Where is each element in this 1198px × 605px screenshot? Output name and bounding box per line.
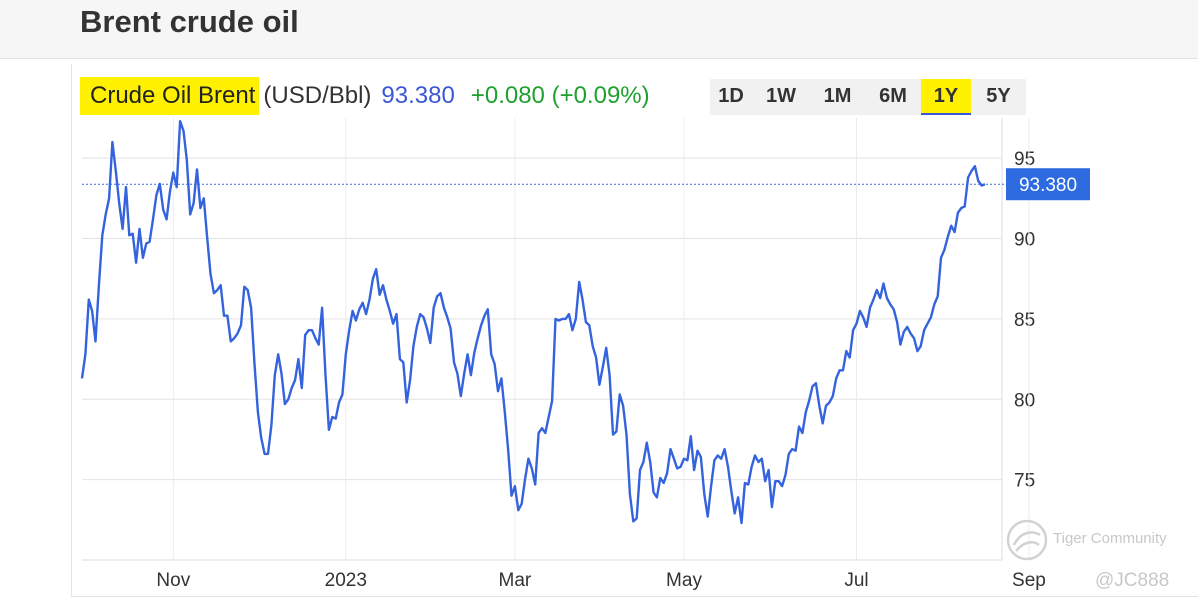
y-tick-label: 80 xyxy=(1014,390,1035,411)
price-series-line xyxy=(80,119,986,525)
x-tick-label: 2023 xyxy=(325,570,367,591)
current-price-tag xyxy=(1006,168,1090,201)
x-tick-label: Jul xyxy=(844,570,868,591)
page-header: Brent crude oil xyxy=(0,0,1198,59)
tab-5y[interactable]: 5Y xyxy=(986,85,1011,107)
tiger-logo-icon xyxy=(1006,519,1048,561)
x-tick-label: Sep xyxy=(1012,570,1046,591)
tab-1y[interactable]: 1Y xyxy=(921,79,971,115)
x-tick-label: May xyxy=(666,570,702,591)
tab-1w[interactable]: 1W xyxy=(766,85,796,107)
y-tick-label: 85 xyxy=(1014,310,1035,331)
watermark-user: @JC888 xyxy=(1095,570,1170,591)
watermark-brand: Tiger Community xyxy=(1053,530,1167,547)
current-price-tag-label: 93.380 xyxy=(1019,175,1077,196)
last-price: 93.380 xyxy=(381,82,455,109)
range-tabs: 1D 1W 1M 6M 1Y 5Y xyxy=(710,79,1026,115)
x-tick-label: Mar xyxy=(499,570,532,591)
y-tick-label: 90 xyxy=(1014,230,1035,251)
tab-1m[interactable]: 1M xyxy=(823,85,852,107)
price-change: +0.080 (+0.09%) xyxy=(470,82,650,109)
page-title: Brent crude oil xyxy=(80,4,299,39)
price-unit: (USD/Bbl) xyxy=(263,82,372,109)
quote-row: Crude Oil Brent (USD/Bbl) 93.380 +0.080 … xyxy=(80,77,650,115)
chart-panel xyxy=(71,64,1198,597)
y-tick-label: 75 xyxy=(1014,471,1035,492)
x-tick-label: Nov xyxy=(156,570,190,591)
tab-1d[interactable]: 1D xyxy=(718,85,744,107)
instrument-name: Crude Oil Brent xyxy=(80,77,260,115)
y-tick-label: 95 xyxy=(1014,149,1035,170)
tab-6m[interactable]: 6M xyxy=(879,85,907,107)
